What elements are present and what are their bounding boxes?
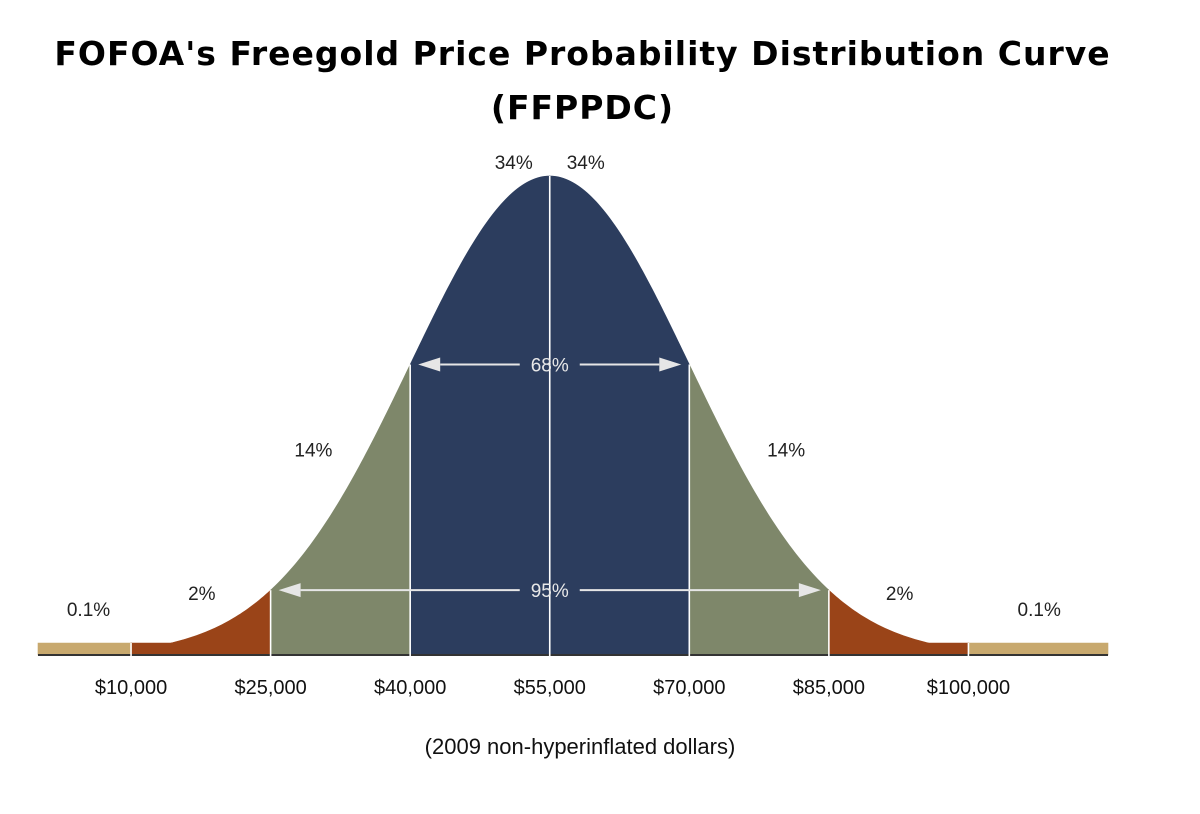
tick-label-3: $55,000 — [514, 677, 586, 699]
tick-label-0: $10,000 — [95, 677, 167, 699]
percent-label-layer: 0.1% 2% 14% 34% 34% 14% 2% 0.1% — [67, 153, 1061, 621]
chart-subtitle: (FFPPDC) — [490, 88, 675, 127]
region-label-1: 2% — [188, 584, 216, 605]
range-label-1: 95% — [531, 581, 569, 602]
chart-title: FOFOA's Freegold Price Probability Distr… — [54, 34, 1111, 73]
region-label-2: 14% — [294, 440, 332, 461]
region-label-3: 34% — [495, 153, 533, 174]
x-axis-ticks: $10,000 $25,000 $40,000 $55,000 $70,000 $85,0… — [95, 677, 1010, 699]
region-label-4: 34% — [567, 153, 605, 174]
region-label-6: 2% — [886, 584, 914, 605]
tick-label-6: $100,000 — [927, 677, 1010, 699]
region-1 — [130, 589, 271, 656]
region-5 — [689, 364, 830, 656]
region-label-7: 0.1% — [1018, 600, 1061, 621]
region-4 — [549, 175, 690, 656]
region-label-5: 14% — [767, 440, 805, 461]
tick-label-5: $85,000 — [793, 677, 865, 699]
range-arrow-0-right-head — [659, 357, 682, 372]
range-arrow-layer: 68% 95% — [278, 355, 821, 602]
range-arrow-1-right-head — [798, 583, 821, 598]
tick-label-2: $40,000 — [374, 677, 446, 699]
region-7 — [968, 642, 1109, 656]
range-arrow-1-left-head — [278, 583, 301, 598]
region-layer — [37, 175, 1109, 656]
region-3 — [409, 175, 551, 656]
region-label-0: 0.1% — [67, 600, 110, 621]
tick-label-1: $25,000 — [234, 677, 306, 699]
region-0 — [37, 642, 132, 656]
x-axis-label: (2009 non-hyperinflated dollars) — [425, 734, 736, 759]
divider-layer — [130, 176, 970, 661]
region-2 — [270, 364, 411, 656]
region-6 — [828, 589, 969, 656]
range-arrow-0-left-head — [418, 357, 441, 372]
range-label-0: 68% — [531, 355, 569, 376]
tick-label-4: $70,000 — [653, 677, 725, 699]
